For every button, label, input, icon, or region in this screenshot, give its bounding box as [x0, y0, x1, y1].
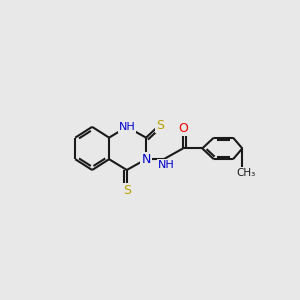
Text: N: N [141, 153, 151, 166]
Text: NH: NH [158, 160, 174, 170]
Text: O: O [178, 122, 188, 135]
Text: S: S [156, 119, 164, 132]
Text: NH: NH [118, 122, 135, 132]
Text: CH₃: CH₃ [236, 168, 256, 178]
Text: S: S [123, 184, 131, 196]
